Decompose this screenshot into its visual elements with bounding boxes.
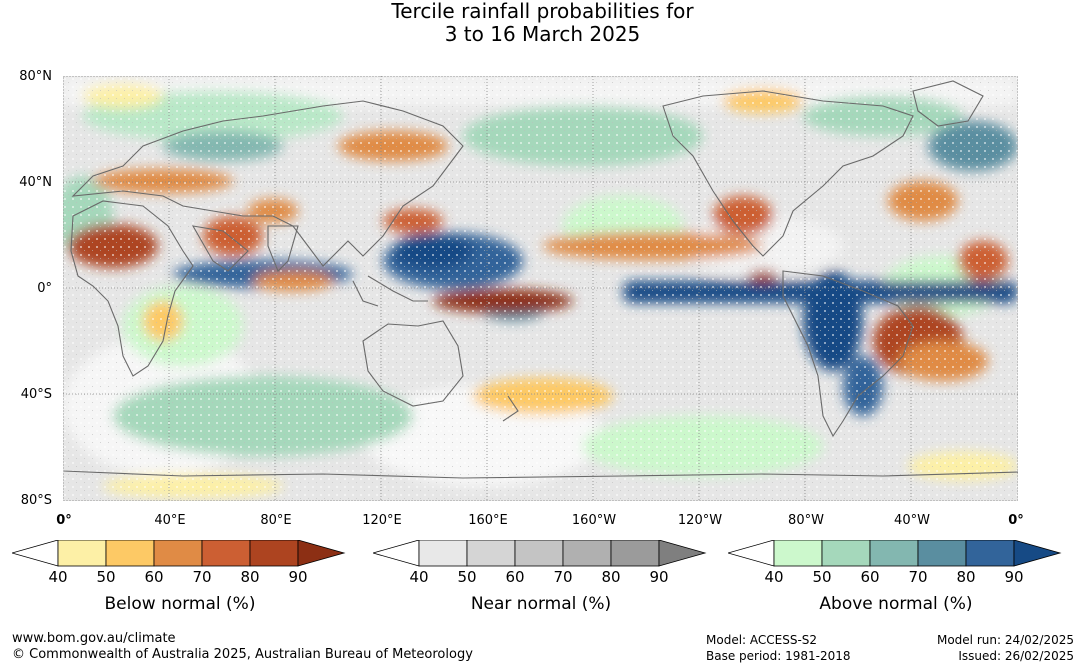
lon-label-80w: 80°W [788, 513, 824, 528]
above-colorbar-segment [869, 540, 919, 567]
near-colorbar-tick-label: 90 [649, 568, 668, 586]
below-colorbar-tick-label: 70 [192, 568, 211, 586]
above-colorbar-segment [965, 540, 1015, 567]
near-colorbar-high-arrow [658, 540, 707, 567]
lon-label-0-right: 0° [1008, 513, 1024, 528]
near-colorbar-tick-label: 50 [457, 568, 476, 586]
coastlines [63, 80, 1018, 479]
below-colorbar-tick-label: 50 [96, 568, 115, 586]
near-colorbar-segment [514, 540, 564, 567]
lat-label-80n: 80°N [19, 69, 52, 84]
lon-label-40w: 40°W [894, 513, 930, 528]
below-colorbar-low-arrow [12, 540, 59, 567]
near-colorbar-tick-label: 60 [505, 568, 524, 586]
below-colorbar-high-arrow [297, 540, 346, 567]
above-colorbar-tick-label: 50 [812, 568, 831, 586]
footer-model: Model: ACCESS-S2 [706, 633, 818, 647]
below-colorbar-tick-label: 90 [288, 568, 307, 586]
near-colorbar-segment [610, 540, 660, 567]
footer-website: www.bom.gov.au/climate [12, 631, 176, 646]
above-colorbar-low-arrow [728, 540, 775, 567]
lon-label-160w: 160°W [571, 513, 617, 528]
footer-model-run: Model run: 24/02/2025 [936, 633, 1074, 647]
below-colorbar-segment [153, 540, 203, 567]
below-colorbar-tick-label: 40 [48, 568, 67, 586]
map-canvas [63, 76, 1018, 501]
lon-label-40e: 40°E [154, 513, 186, 528]
lon-label-120w: 120°W [677, 513, 723, 528]
near-colorbar-tick-label: 40 [409, 568, 428, 586]
colorbar-above-label: Above normal (%) [819, 594, 973, 614]
footer-base-period: Base period: 1981-2018 [706, 649, 851, 663]
below-colorbar-segment [201, 540, 251, 567]
below-colorbar-tick-label: 80 [240, 568, 259, 586]
lon-label-160e: 160°E [468, 513, 508, 528]
above-colorbar-tick-label: 80 [956, 568, 975, 586]
above-colorbar-tick-label: 70 [908, 568, 927, 586]
near-colorbar-low-arrow [373, 540, 420, 567]
lat-label-0: 0° [37, 281, 52, 296]
above-colorbar-tick-label: 90 [1004, 568, 1023, 586]
colorbar-below-normal: 40 50 60 70 80 90 [12, 540, 346, 586]
below-colorbar-segment [249, 540, 299, 567]
above-colorbar-segment [821, 540, 871, 567]
colorbar-above-normal: 40 50 60 70 80 90 [728, 540, 1062, 586]
below-colorbar-segment [105, 540, 155, 567]
near-colorbar-segment [418, 540, 468, 567]
lat-label-40n: 40°N [19, 175, 52, 190]
near-colorbar-segment [562, 540, 612, 567]
colorbar-below-label: Below normal (%) [104, 594, 256, 614]
probability-map [63, 76, 1018, 501]
colorbar-near-label: Near normal (%) [470, 594, 612, 614]
footer-copyright: © Commonwealth of Australia 2025, Austra… [12, 647, 473, 662]
lon-label-80e: 80°E [260, 513, 292, 528]
below-colorbar-segment [57, 540, 107, 567]
title-line-1: Tercile rainfall probabilities for [391, 0, 694, 23]
near-colorbar-tick-label: 80 [601, 568, 620, 586]
above-colorbar-high-arrow [1013, 540, 1062, 567]
below-colorbar-tick-label: 60 [144, 568, 163, 586]
near-colorbar-segment [466, 540, 516, 567]
colorbar-near-normal: 40 50 60 70 80 90 [373, 540, 707, 586]
lat-label-80s: 80°S [20, 493, 52, 508]
lon-label-120e: 120°E [362, 513, 402, 528]
near-colorbar-tick-label: 70 [553, 568, 572, 586]
above-colorbar-segment [917, 540, 967, 567]
lat-label-40s: 40°S [20, 387, 52, 402]
above-colorbar-segment [773, 540, 823, 567]
footer-issued: Issued: 26/02/2025 [958, 649, 1074, 663]
lon-label-0-left: 0° [56, 513, 72, 528]
map-title: Tercile rainfall probabilities for 3 to … [0, 0, 1085, 46]
graticule [63, 76, 1018, 501]
title-line-2: 3 to 16 March 2025 [444, 22, 641, 46]
above-colorbar-tick-label: 60 [860, 568, 879, 586]
above-colorbar-tick-label: 40 [764, 568, 783, 586]
